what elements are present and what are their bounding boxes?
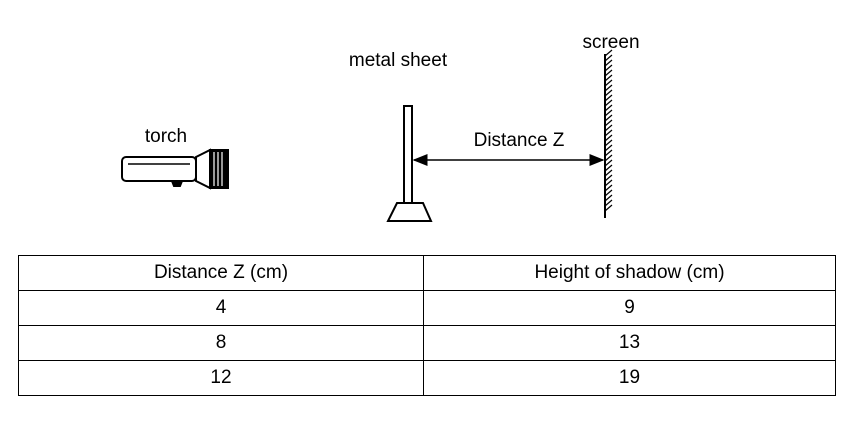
screen-label: screen xyxy=(582,32,639,53)
metal-sheet-label: metal sheet xyxy=(349,50,448,71)
distance-label: Distance Z xyxy=(474,130,565,151)
results-table: Distance Z (cm) Height of shadow (cm) 4 … xyxy=(18,255,836,396)
screen-wall xyxy=(604,49,613,218)
header-distance: Distance Z (cm) xyxy=(18,255,424,291)
torch-label: torch xyxy=(145,126,187,147)
table-header-row: Distance Z (cm) Height of shadow (cm) xyxy=(18,255,836,291)
experiment-setup-diagram: torch metal sheet screen Distance Z xyxy=(121,32,640,222)
table-row: 8 13 xyxy=(18,325,836,361)
table-row: 4 9 xyxy=(18,290,836,326)
torch-icon xyxy=(121,148,229,190)
cell-distance: 12 xyxy=(18,360,424,396)
cell-shadow-height: 9 xyxy=(423,290,836,326)
cell-shadow-height: 13 xyxy=(423,325,836,361)
header-shadow-height: Height of shadow (cm) xyxy=(423,255,836,291)
cell-distance: 8 xyxy=(18,325,424,361)
metal-sheet xyxy=(386,105,433,222)
cell-shadow-height: 19 xyxy=(423,360,836,396)
cell-distance: 4 xyxy=(18,290,424,326)
table-row: 12 19 xyxy=(18,360,836,396)
